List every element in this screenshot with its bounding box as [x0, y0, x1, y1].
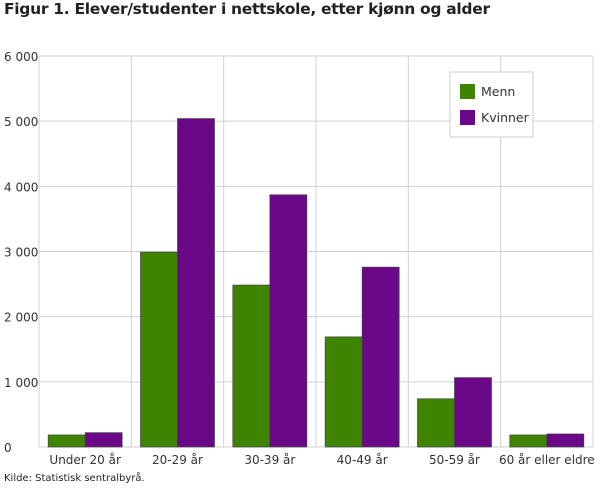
- bar-menn: [140, 251, 178, 448]
- y-tick-label: 5 000: [4, 115, 38, 129]
- legend-swatch-kvinner: [460, 110, 475, 125]
- x-tick-label: 20-29 år: [152, 453, 203, 467]
- legend-label: Menn: [481, 84, 515, 99]
- y-tick-label: 2 000: [4, 311, 38, 325]
- y-tick-label: 3 000: [4, 246, 38, 260]
- bar-menn: [509, 434, 548, 448]
- bar-kvinner: [546, 433, 585, 448]
- y-tick-label: 0: [4, 441, 12, 455]
- legend-box: [449, 71, 534, 138]
- y-tick-label: 4 000: [4, 180, 38, 194]
- bar-kvinner: [454, 377, 492, 448]
- x-tick-label: Under 20 år: [49, 453, 121, 467]
- x-tick-label: 50-59 år: [429, 453, 480, 467]
- bar-kvinner: [84, 432, 123, 448]
- bar-kvinner: [269, 194, 308, 448]
- bar-kvinner: [361, 266, 400, 448]
- x-tick-label: 40-49 år: [337, 453, 388, 467]
- chart-title: Figur 1. Elever/studenter i nettskole, e…: [4, 0, 490, 18]
- bar-menn: [324, 336, 363, 448]
- y-tick-label: 1 000: [4, 376, 38, 390]
- legend-swatch-menn: [460, 84, 475, 99]
- bar-kvinner: [177, 118, 215, 448]
- bar-menn: [417, 398, 455, 448]
- x-tick-label: 30-39 år: [244, 453, 295, 467]
- x-tick-label: 60 år eller eldre: [499, 453, 595, 467]
- bar-menn: [47, 434, 86, 448]
- chart-source: Kilde: Statistisk sentralbyrå.: [4, 473, 145, 484]
- y-tick-label: 6 000: [4, 50, 38, 64]
- bar-menn: [232, 284, 271, 448]
- legend-label: Kvinner: [481, 110, 530, 125]
